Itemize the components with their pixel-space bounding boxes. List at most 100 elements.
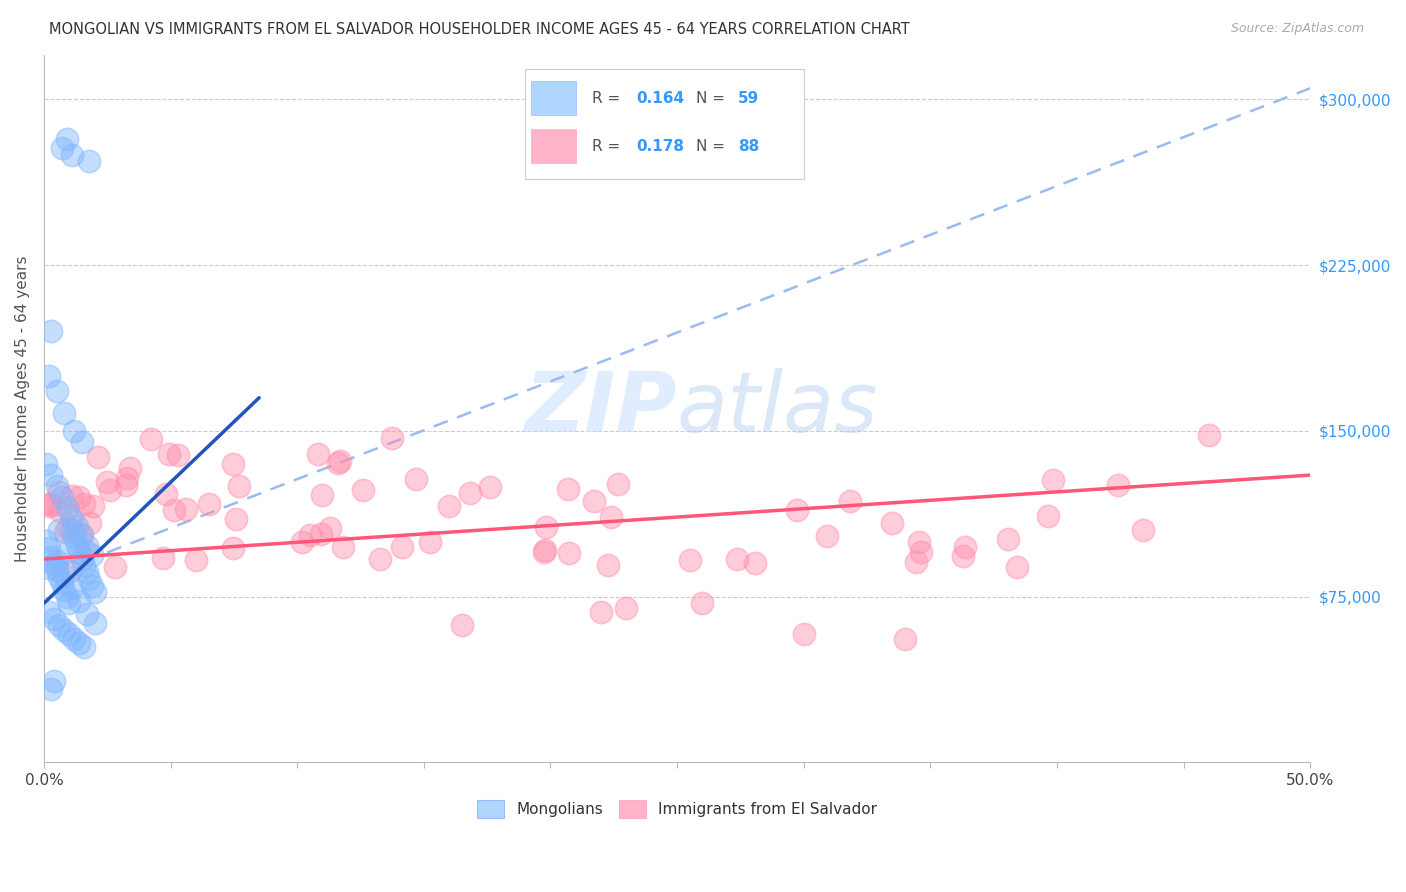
Point xyxy=(45,554,67,568)
Point xyxy=(163,503,186,517)
Point xyxy=(114,477,136,491)
Point xyxy=(104,560,127,574)
Point xyxy=(48,570,70,584)
Point xyxy=(55,132,77,146)
FancyBboxPatch shape xyxy=(531,81,575,115)
Point xyxy=(70,434,93,449)
Point xyxy=(59,508,82,522)
Point xyxy=(79,572,101,586)
Point xyxy=(53,525,76,540)
Point xyxy=(45,563,67,577)
Point xyxy=(56,521,79,535)
Point xyxy=(67,490,90,504)
FancyBboxPatch shape xyxy=(524,70,804,179)
Point xyxy=(332,540,354,554)
Point xyxy=(725,551,748,566)
Point xyxy=(221,457,243,471)
Point xyxy=(76,539,98,553)
Point xyxy=(73,640,96,655)
Point xyxy=(225,512,247,526)
Text: 0.164: 0.164 xyxy=(637,92,685,106)
Point xyxy=(1132,523,1154,537)
Point xyxy=(908,534,931,549)
Text: ZIP: ZIP xyxy=(524,368,678,450)
Point xyxy=(42,612,65,626)
Point xyxy=(616,600,638,615)
Point xyxy=(53,582,76,597)
Point xyxy=(596,558,619,572)
Point xyxy=(381,432,404,446)
Point xyxy=(1107,477,1129,491)
Point xyxy=(41,325,63,339)
Point xyxy=(38,541,60,555)
Point xyxy=(51,141,73,155)
Point xyxy=(1036,508,1059,523)
Point xyxy=(1007,560,1029,574)
Point xyxy=(589,605,612,619)
Point xyxy=(66,539,89,553)
Point xyxy=(35,534,58,549)
Point xyxy=(73,497,96,511)
Point xyxy=(328,454,350,468)
Point xyxy=(38,497,60,511)
Point xyxy=(311,488,333,502)
Text: 59: 59 xyxy=(738,92,759,106)
Point xyxy=(557,546,579,560)
Point xyxy=(197,498,219,512)
Point xyxy=(79,154,101,169)
Point xyxy=(60,524,83,538)
Point xyxy=(45,384,67,398)
Point xyxy=(80,579,103,593)
Point xyxy=(174,502,197,516)
Point xyxy=(73,558,96,573)
Point xyxy=(38,561,60,575)
Point xyxy=(38,368,60,383)
Point xyxy=(607,476,630,491)
Y-axis label: Householder Income Ages 45 - 64 years: Householder Income Ages 45 - 64 years xyxy=(15,255,30,562)
Point xyxy=(67,594,90,608)
Point xyxy=(98,483,121,497)
Point xyxy=(60,489,83,503)
Point xyxy=(352,483,374,497)
Point xyxy=(328,456,350,470)
Point xyxy=(53,567,76,582)
Text: 88: 88 xyxy=(738,139,759,154)
Point xyxy=(35,457,58,471)
Point xyxy=(534,542,557,557)
Text: Source: ZipAtlas.com: Source: ZipAtlas.com xyxy=(1230,22,1364,36)
Point xyxy=(118,461,141,475)
Text: MONGOLIAN VS IMMIGRANTS FROM EL SALVADOR HOUSEHOLDER INCOME AGES 45 - 64 YEARS C: MONGOLIAN VS IMMIGRANTS FROM EL SALVADOR… xyxy=(49,22,910,37)
Point xyxy=(76,607,98,622)
Point xyxy=(42,673,65,688)
Point xyxy=(55,590,77,604)
Point xyxy=(82,499,104,513)
Point xyxy=(53,623,76,637)
Point xyxy=(533,545,555,559)
Point xyxy=(51,490,73,504)
Point xyxy=(307,447,329,461)
Point xyxy=(997,532,1019,546)
Point xyxy=(75,543,97,558)
Legend: Mongolians, Immigrants from El Salvador: Mongolians, Immigrants from El Salvador xyxy=(470,793,884,825)
Point xyxy=(439,499,461,513)
Point xyxy=(391,540,413,554)
Point xyxy=(450,618,472,632)
Point xyxy=(894,632,917,646)
Point xyxy=(83,616,105,631)
Point xyxy=(953,540,976,554)
Point xyxy=(55,501,77,516)
Point xyxy=(67,636,90,650)
Text: R =: R = xyxy=(592,92,626,106)
Point xyxy=(557,483,579,497)
Point xyxy=(63,424,86,438)
Point xyxy=(309,527,332,541)
Point xyxy=(157,447,180,461)
Point xyxy=(63,632,86,646)
Point xyxy=(952,549,974,563)
Point xyxy=(228,479,250,493)
Point xyxy=(60,147,83,161)
Point xyxy=(38,497,60,511)
Point xyxy=(70,526,93,541)
Point xyxy=(458,486,481,500)
Point xyxy=(55,545,77,559)
